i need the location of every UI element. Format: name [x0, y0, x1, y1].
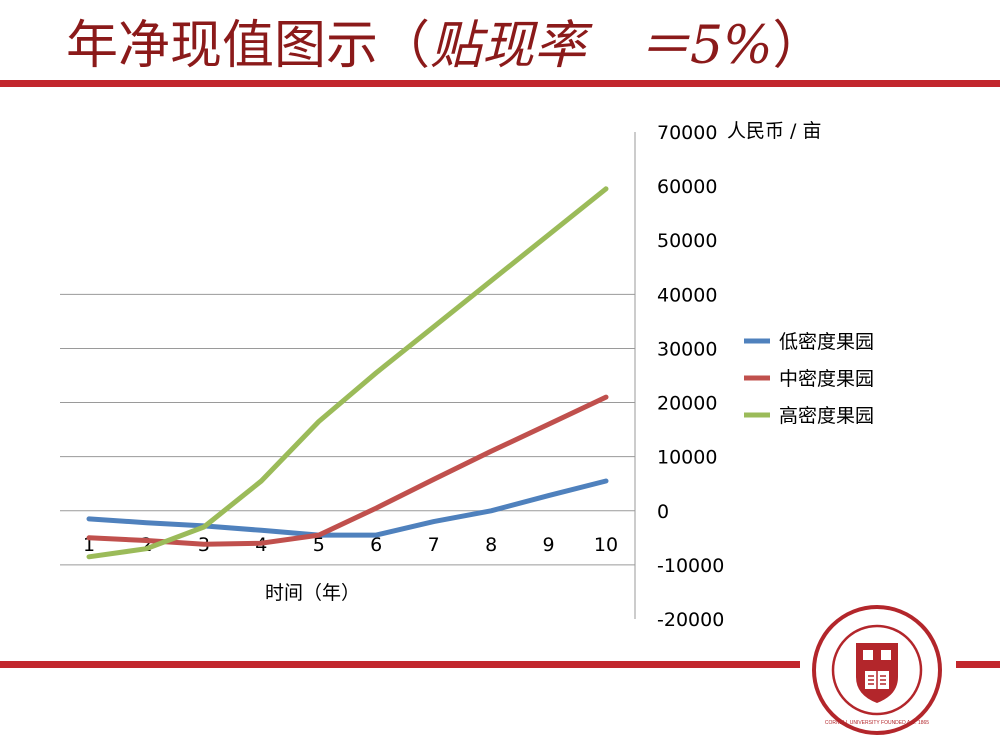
y-axis-label: 人民币 / 亩 — [727, 120, 821, 142]
series-line — [86, 394, 609, 547]
x-axis-label: 时间（年） — [265, 582, 360, 604]
title-close: ） — [772, 16, 825, 76]
top-rule — [0, 80, 1000, 87]
legend-label: 高密度果园 — [779, 405, 874, 427]
y-tick-label: 20000 — [657, 393, 717, 415]
y-tick-label: -10000 — [657, 555, 724, 577]
series-line — [86, 478, 609, 538]
bottom-rule-right — [956, 661, 1000, 668]
legend-label: 中密度果园 — [779, 368, 874, 390]
y-tick-label: 60000 — [657, 176, 717, 198]
title-rate-value: 5% — [690, 16, 773, 76]
y-tick-label: 30000 — [657, 338, 717, 360]
title-main: 年净现值图示（ — [66, 16, 431, 76]
seal-text: CORNELL UNIVERSITY FOUNDED A.D. 1865 — [825, 720, 929, 726]
y-tick-label: 0 — [657, 501, 669, 523]
cornell-seal-logo: CORNELL UNIVERSITY FOUNDED A.D. 1865 — [812, 605, 942, 735]
series-lines — [86, 186, 609, 560]
x-tick-label: 6 — [370, 534, 382, 556]
chart-gridlines — [60, 293, 635, 566]
x-tick-label: 10 — [594, 534, 618, 556]
series-line — [86, 186, 609, 560]
x-tick-label: 9 — [543, 534, 555, 556]
legend-label: 低密度果园 — [779, 331, 874, 353]
slide-title: 年净现值图示（贴现率 ＝5%） — [66, 6, 825, 86]
x-tick-label: 7 — [428, 534, 440, 556]
y-tick-label: 70000 — [657, 122, 717, 144]
y-tick-label: 10000 — [657, 447, 717, 469]
x-tick-label: 8 — [485, 534, 497, 556]
x-tick-label: 5 — [313, 534, 325, 556]
title-rate-label: 贴现率 ＝ — [430, 16, 691, 76]
bottom-rule-left — [0, 661, 800, 668]
y-tick-labels: 70000 60000 50000 40000 30000 20000 10000 0 -100… — [657, 122, 724, 631]
y-tick-label: 40000 — [657, 284, 717, 306]
y-tick-label: -20000 — [657, 609, 724, 631]
y-tick-label: 50000 — [657, 230, 717, 252]
